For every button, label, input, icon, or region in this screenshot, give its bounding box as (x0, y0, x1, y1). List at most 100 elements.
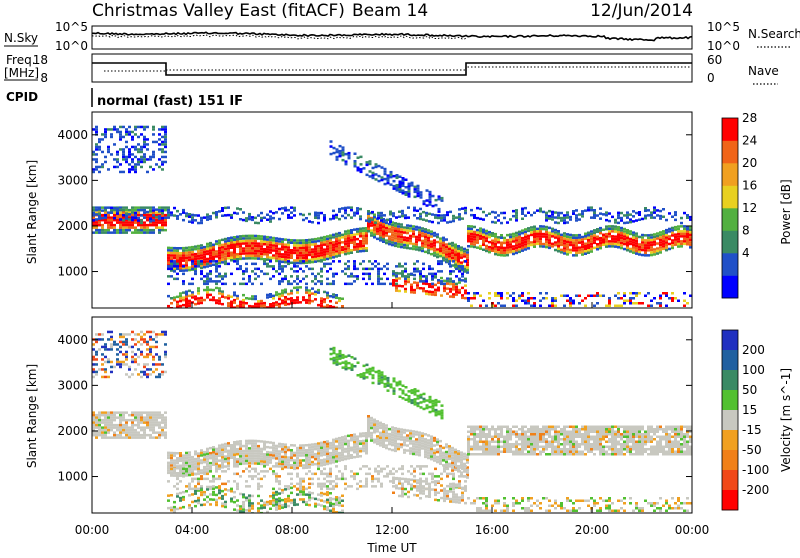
data-cell (164, 217, 167, 220)
data-cell (479, 446, 482, 449)
data-cell (272, 249, 275, 252)
data-cell (170, 457, 173, 460)
data-cell (314, 445, 317, 448)
data-cell (548, 242, 551, 245)
data-cell (263, 263, 266, 266)
data-cell (329, 254, 332, 257)
data-cell (473, 446, 476, 449)
data-cell (400, 438, 403, 441)
data-cell (372, 174, 375, 177)
y-tick-label: 2000 (57, 219, 88, 233)
data-cell (376, 430, 379, 433)
data-cell (362, 440, 365, 443)
data-cell (473, 433, 476, 436)
data-cell (230, 301, 233, 304)
data-cell (605, 240, 608, 243)
data-cell (344, 233, 347, 236)
data-cell (95, 206, 98, 209)
data-cell (371, 263, 374, 266)
data-cell (581, 426, 584, 429)
data-cell (442, 244, 445, 247)
data-cell (412, 233, 415, 236)
data-cell (439, 455, 442, 458)
data-cell (605, 451, 608, 454)
data-cell (137, 411, 140, 414)
data-cell (221, 454, 224, 457)
data-cell (506, 292, 509, 295)
data-cell (101, 209, 104, 212)
data-cell (203, 275, 206, 278)
data-cell (381, 166, 384, 169)
data-cell (451, 467, 454, 470)
data-cell (536, 428, 539, 431)
data-cell (382, 438, 385, 441)
data-cell (476, 448, 479, 451)
data-cell (397, 225, 400, 228)
data-cell (236, 241, 239, 244)
data-cell (482, 231, 485, 234)
data-cell (233, 461, 236, 464)
data-cell (521, 244, 524, 247)
data-cell (482, 428, 485, 431)
data-cell (194, 260, 197, 263)
data-cell (233, 244, 236, 247)
data-cell (230, 444, 233, 447)
data-cell (320, 247, 323, 250)
data-cell (338, 459, 341, 462)
data-cell (416, 210, 419, 213)
data-cell (479, 232, 482, 235)
data-cell (375, 163, 378, 166)
data-cell (372, 172, 375, 175)
data-cell (401, 212, 404, 215)
data-cell (242, 460, 245, 463)
data-cell (125, 131, 128, 134)
data-cell (272, 454, 275, 457)
data-cell (644, 239, 647, 242)
data-cell (164, 136, 167, 139)
data-cell (263, 443, 266, 446)
data-cell (357, 167, 360, 170)
data-cell (107, 421, 110, 424)
data-cell (382, 241, 385, 244)
data-cell (563, 219, 566, 222)
data-cell (530, 441, 533, 444)
data-cell (317, 222, 320, 225)
data-cell (617, 305, 620, 308)
data-cell (545, 214, 548, 217)
data-cell (278, 243, 281, 246)
data-cell (406, 237, 409, 240)
data-cell (218, 242, 221, 245)
data-cell (113, 411, 116, 414)
data-cell (424, 448, 427, 451)
data-cell (164, 206, 167, 209)
data-cell (272, 217, 275, 220)
data-cell (436, 241, 439, 244)
data-cell (530, 426, 533, 429)
data-cell (149, 158, 152, 161)
data-cell (602, 428, 605, 431)
data-cell (557, 431, 560, 434)
data-cell (359, 450, 362, 453)
data-cell (509, 241, 512, 244)
data-cell (119, 136, 122, 139)
data-cell (424, 228, 427, 231)
data-cell (332, 249, 335, 252)
data-cell (370, 439, 373, 442)
data-cell (509, 251, 512, 254)
data-cell (533, 426, 536, 429)
data-cell (590, 431, 593, 434)
data-cell (599, 232, 602, 235)
data-cell (599, 237, 602, 240)
data-cell (146, 414, 149, 417)
data-cell (224, 243, 227, 246)
data-cell (380, 283, 383, 286)
data-cell (575, 431, 578, 434)
data-cell (384, 173, 387, 176)
data-cell (473, 453, 476, 456)
data-cell (602, 229, 605, 232)
data-cell (392, 273, 395, 276)
data-cell (542, 245, 545, 248)
data-cell (218, 210, 221, 213)
data-cell (212, 459, 215, 462)
data-cell (362, 240, 365, 243)
